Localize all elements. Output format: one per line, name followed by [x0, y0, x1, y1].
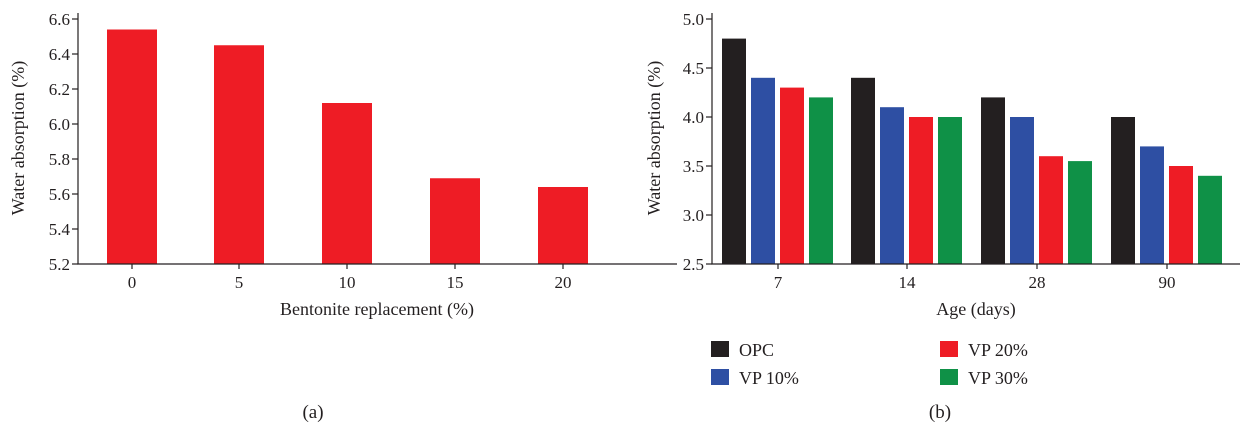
- legend-swatch: [940, 369, 958, 385]
- chart-b-bar-vp-30: [1198, 175, 1222, 264]
- chart-b-y-axis-title: Water absorption (%): [644, 61, 665, 216]
- chart-b-bar-vp-30: [1068, 161, 1092, 264]
- chart-a-y-tick-label: 5.8: [49, 150, 70, 169]
- chart-a-y-tick-label: 6.6: [49, 10, 70, 29]
- chart-b-x-tick-label: 90: [1159, 273, 1176, 292]
- chart-a-y-tick-label: 6.0: [49, 115, 70, 134]
- legend-swatch: [711, 369, 729, 385]
- chart-a-y-tick-label: 5.2: [49, 255, 70, 274]
- chart-b-y-tick-label: 3.0: [683, 206, 704, 225]
- chart-b-bar-vp-10: [1010, 117, 1034, 264]
- chart-a-x-tick-label: 15: [447, 273, 464, 292]
- chart-b: 2.5 3.0 3.5 4.0 4.5 5.0 7 14 28 90 Age (days) Wa…: [644, 10, 1240, 423]
- chart-a-x-tick-label: 20: [555, 273, 572, 292]
- chart-b-bar-opc: [722, 38, 746, 264]
- chart-b-bar-vp-20: [909, 117, 933, 264]
- chart-a-y-axis-title: Water absorption (%): [8, 61, 29, 216]
- chart-b-axes: [711, 13, 1240, 265]
- chart-b-bar-vp-10: [751, 77, 775, 264]
- chart-a-x-tick-label: 5: [235, 273, 244, 292]
- chart-b-x-axis-title: Age (days): [936, 299, 1015, 320]
- chart-b-y-tick-label: 5.0: [683, 10, 704, 29]
- chart-b-panel-label: (b): [929, 402, 951, 423]
- legend-swatch: [940, 341, 958, 357]
- chart-b-x-tick-label: 14: [899, 273, 917, 292]
- chart-a-y-ticks: 5.2 5.4 5.6 5.8 6.0 6.2 6.4 6.6: [49, 10, 78, 274]
- chart-b-bar-vp-20: [1039, 156, 1063, 264]
- chart-b-bar-opc: [1111, 117, 1135, 264]
- legend-label: VP 30%: [968, 368, 1028, 388]
- legend-swatch: [711, 341, 729, 357]
- chart-a-y-tick-label: 6.4: [49, 45, 71, 64]
- chart-b-bar-vp-10: [880, 107, 904, 264]
- chart-a-x-tick-label: 0: [128, 273, 137, 292]
- chart-a-x-axis-title: Bentonite replacement (%): [280, 299, 474, 320]
- chart-b-bar-vp-30: [938, 117, 962, 264]
- legend-label: VP 10%: [739, 368, 799, 388]
- chart-b-y-tick-label: 4.0: [683, 108, 704, 127]
- chart-b-bar-vp-20: [780, 87, 804, 264]
- chart-b-x-tick-label: 28: [1029, 273, 1046, 292]
- chart-b-bar-opc: [851, 77, 875, 264]
- chart-a-bar: [538, 187, 588, 264]
- legend-label: VP 20%: [968, 340, 1028, 360]
- chart-a-panel-label: (a): [302, 402, 323, 423]
- chart-b-bars: [722, 38, 1222, 265]
- chart-b-bar-vp-30: [809, 97, 833, 265]
- chart-a-bar: [322, 103, 372, 264]
- chart-a-x-tick-label: 10: [339, 273, 356, 292]
- chart-a-bars: [107, 29, 588, 264]
- legend-label: OPC: [739, 340, 774, 360]
- chart-b-x-ticks: 7 14 28 90: [774, 264, 1176, 292]
- chart-b-y-tick-label: 3.5: [683, 157, 704, 176]
- chart-a-y-tick-label: 5.4: [49, 220, 71, 239]
- chart-a-bar: [430, 178, 480, 264]
- chart-b-bar-vp-10: [1140, 146, 1164, 264]
- chart-a-bar: [107, 29, 157, 264]
- chart-a: 5.2 5.4 5.6 5.8 6.0 6.2 6.4 6.6 0 5 10 15 20 Benton…: [8, 10, 677, 423]
- chart-b-bar-vp-20: [1169, 166, 1193, 264]
- chart-a-axes: [77, 13, 677, 265]
- chart-a-x-ticks: 0 5 10 15 20: [128, 264, 572, 292]
- chart-b-bar-opc: [981, 97, 1005, 265]
- chart-b-y-ticks: 2.5 3.0 3.5 4.0 4.5 5.0: [683, 10, 712, 274]
- chart-b-y-tick-label: 4.5: [683, 59, 704, 78]
- chart-b-x-tick-label: 7: [774, 273, 783, 292]
- chart-b-y-tick-label: 2.5: [683, 255, 704, 274]
- chart-b-legend: OPC VP 10% VP 20% VP 30%: [711, 340, 1028, 388]
- chart-a-y-tick-label: 6.2: [49, 80, 70, 99]
- chart-a-bar: [214, 45, 264, 264]
- chart-a-y-tick-label: 5.6: [49, 185, 70, 204]
